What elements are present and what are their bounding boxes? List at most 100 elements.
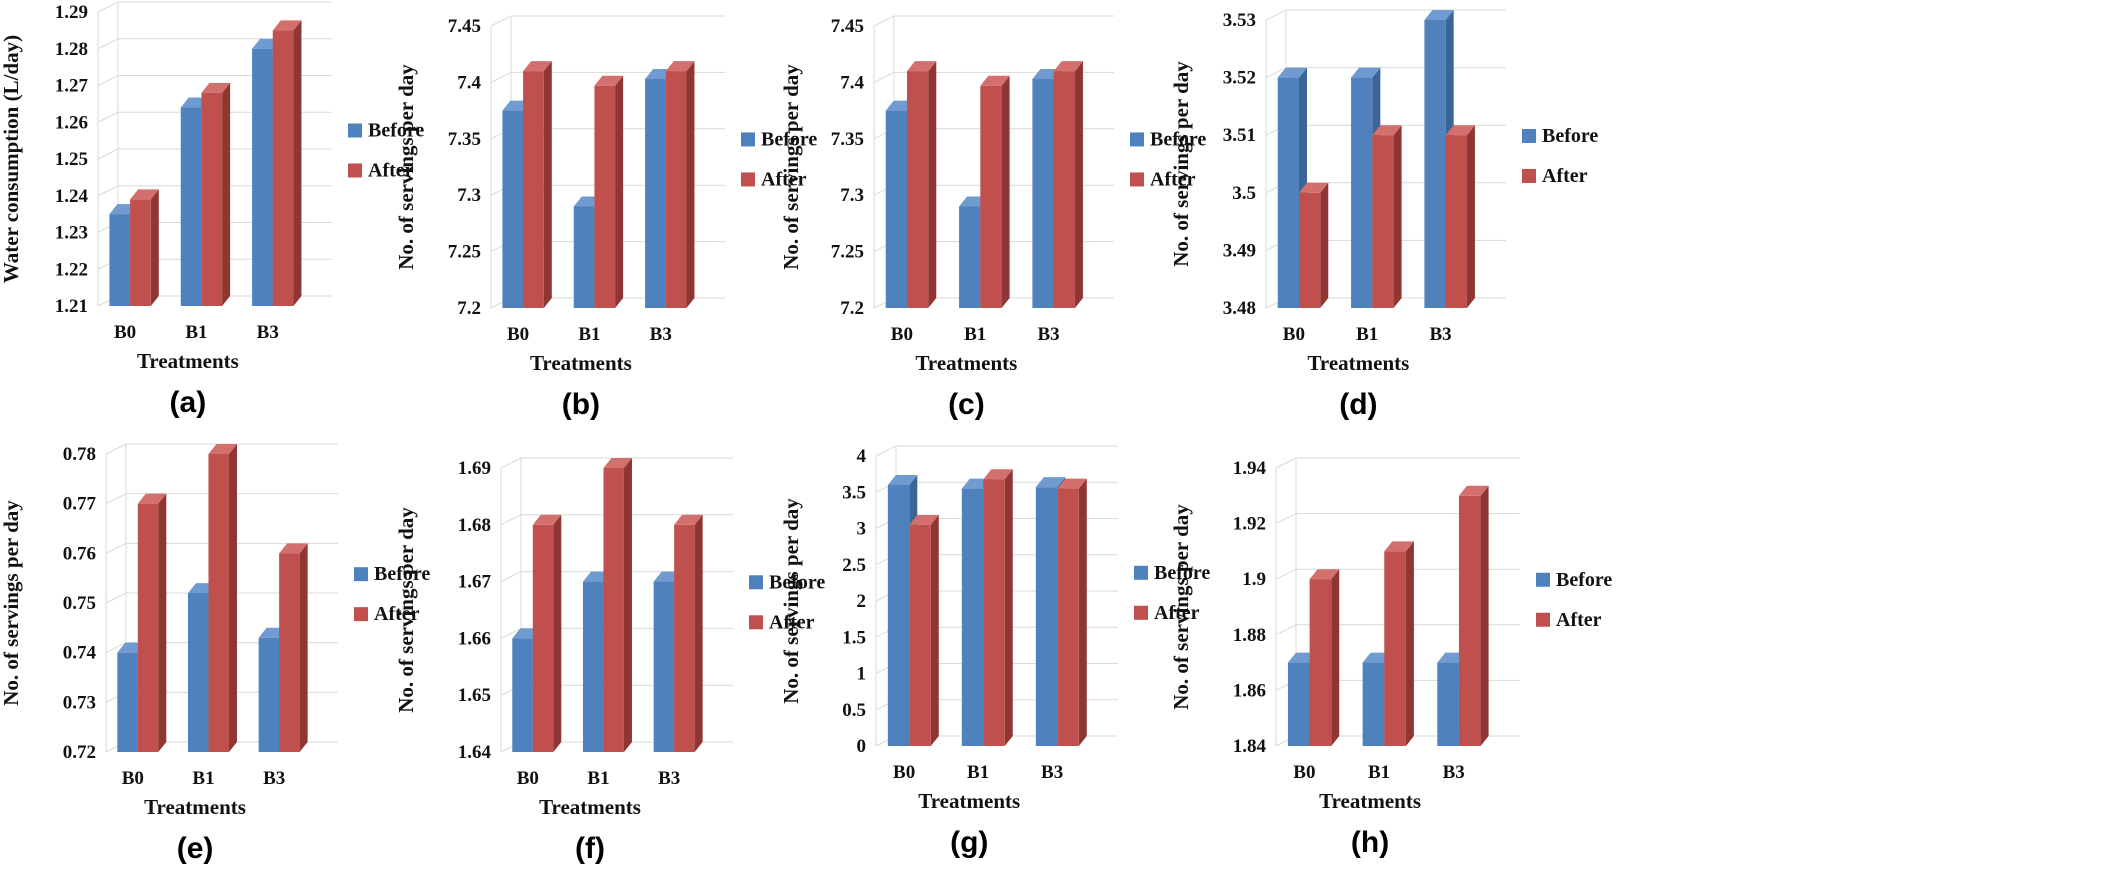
legend-swatch-before [1134,565,1148,580]
y-tick-label: 3.52 [1223,68,1256,89]
bar-after-b1 [603,458,632,752]
x-tick-label: B1 [192,768,214,789]
bar-front [1287,662,1310,746]
bar-front [980,85,1002,308]
bar-side [150,189,159,306]
bars [109,20,302,306]
bar-front [523,71,544,309]
bar-top [130,189,159,200]
bar-top [1057,478,1087,489]
bar-after-b3 [1053,61,1083,309]
bar-after-b1 [1372,125,1402,308]
bar-top [279,543,308,554]
bar-front [137,503,159,752]
bars [502,61,695,309]
x-tick-label: B3 [1429,324,1451,345]
bar-side [1320,182,1329,308]
bar-front [909,524,931,746]
y-tick-label: 1.9 [1242,569,1266,590]
bar-top [674,514,703,525]
legend: Before After [1134,562,1210,624]
gridline [97,1,332,13]
bar-after-b3 [665,61,695,309]
bar-front [887,485,910,746]
bar-top [532,514,562,525]
bar-front [1362,662,1385,746]
bar-side [1466,125,1475,308]
legend-label-after: After [769,611,815,633]
y-tick-label: 1.66 [458,628,491,649]
y-tick-label: 0 [857,736,867,757]
y-tick-label: 1.25 [55,149,88,170]
y-tick-label: 1.21 [55,296,88,317]
y-tick-label: 0.73 [63,692,96,713]
y-tick-label: 7.3 [840,185,864,206]
bar-side [1331,569,1340,746]
bar-top [272,20,302,31]
bar-front [1032,79,1054,309]
x-tick-label: B3 [1443,762,1465,783]
chart-svg: 0 0.5 1 1.5 2 2.5 3 3.5 4 B0 B1 B3 Treatments No. of … [779,445,1210,859]
x-tick-label: B0 [891,324,913,345]
bar-front [279,553,300,752]
panel-label: (d) [1339,388,1377,421]
x-tick-label: B0 [1293,762,1315,783]
bar-front [180,107,202,306]
legend-swatch-before [741,132,755,147]
bar-after-b1 [594,75,624,308]
bar-after-b3 [279,543,308,752]
y-tick-label: 1.69 [458,458,491,479]
x-axis-title: Treatments [1319,789,1421,813]
bar-side [553,514,562,752]
bar-top [909,514,939,525]
chart-svg: 7.2 7.25 7.3 7.35 7.4 7.45 B0 B1 B3 Treatments No.… [394,15,817,421]
bars [1287,485,1489,746]
y-tick-label: 2.5 [842,555,866,576]
y-tick-label: 3.5 [1232,183,1256,204]
chart-panel-c: 7.2 7.25 7.3 7.35 7.4 7.45 B0 B1 B3 Treatments No.… [779,0,1206,430]
bar-front [532,524,554,752]
legend-label-before: Before [1154,562,1210,584]
legend-swatch-before [1522,128,1536,143]
bars [885,61,1083,309]
legend-swatch-after [1130,172,1144,187]
y-tick-label: 0.72 [63,742,96,763]
y-tick-label: 2 [857,591,867,612]
chart-svg: 1.64 1.65 1.66 1.67 1.68 1.69 B0 B1 B3 Treatments… [394,457,825,865]
y-tick-label: 3.49 [1223,240,1256,261]
gridline [490,15,725,27]
legend-label-after: After [368,159,414,181]
y-tick-label: 1.26 [55,112,88,133]
legend-label-before: Before [769,571,825,593]
bar-front [1035,487,1058,746]
bar-side [1004,469,1013,746]
gridline [875,445,1118,457]
legend-label-before: Before [761,128,817,150]
y-tick-label: 1.22 [55,259,88,280]
bar-front [187,593,209,752]
y-tick-label: 0.78 [63,444,96,465]
x-tick-label: B3 [1037,324,1059,345]
legend-swatch-after [741,172,755,187]
bar-front [1053,71,1075,309]
bar-front [645,79,666,309]
bar-top [1035,477,1066,488]
bar-top [1384,541,1414,552]
bar-front [1299,192,1321,308]
bar-top [201,82,231,93]
legend-label-after: After [1556,609,1602,631]
bar-front [252,48,273,306]
bar-after-b1 [980,75,1010,308]
bars [117,444,308,752]
legend-label-before: Before [368,119,424,141]
legend-label-before: Before [374,563,430,585]
y-tick-label: 7.35 [831,129,864,150]
bar-front [1277,77,1299,308]
y-tick-label: 0.75 [63,593,96,614]
bar-after-b0 [137,493,167,752]
y-tick-label: 3.53 [1223,10,1256,31]
bar-front [594,85,616,308]
y-tick-label: 7.45 [448,16,481,37]
bar-top [1424,10,1454,20]
y-tick-label: 0.76 [63,543,96,564]
